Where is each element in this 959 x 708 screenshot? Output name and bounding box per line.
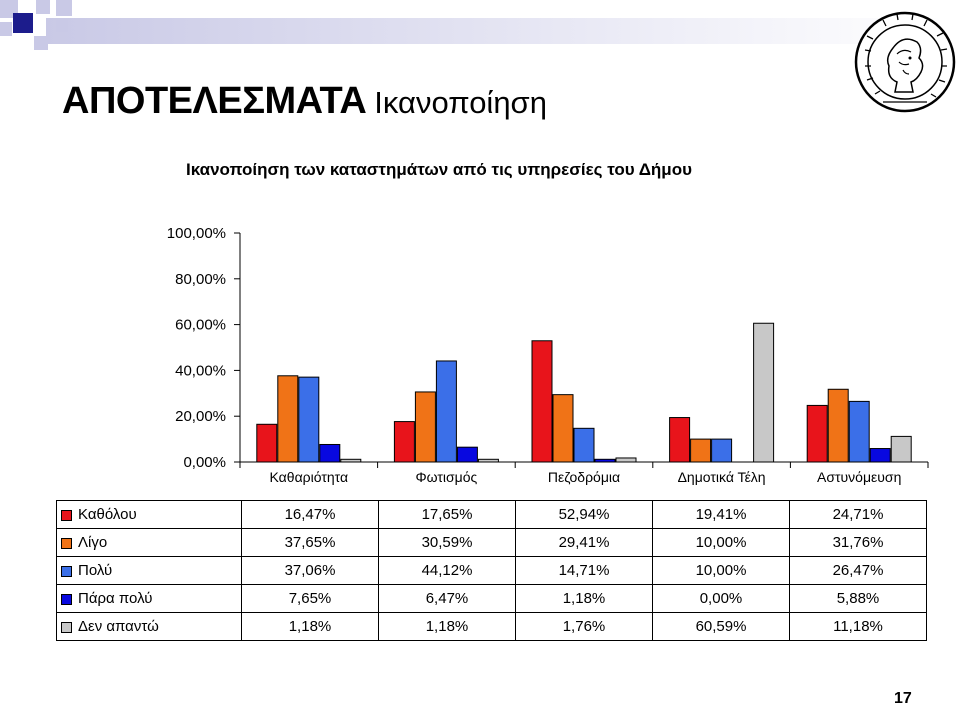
x-axis-categories: Καθαριότητα Φωτισμός Πεζοδρόμια Δημοτικά Τέ… [239, 462, 929, 485]
data-label: 1,18% [241, 612, 379, 641]
data-label: 7,65% [241, 584, 379, 613]
y-tick-label: 100,00% [167, 225, 226, 242]
bar [435, 360, 457, 463]
corner-decoration [0, 0, 946, 50]
bar [690, 438, 712, 463]
data-table-row: Λίγο 37,65% 30,59% 29,41% 10,00% 31,76% [56, 528, 927, 557]
data-label: 37,65% [241, 528, 379, 557]
data-label: 11,18% [789, 612, 927, 641]
data-label: 6,47% [378, 584, 516, 613]
data-label: 0,00% [652, 584, 790, 613]
data-label: 14,71% [515, 556, 653, 585]
bar [414, 391, 436, 463]
bar [869, 448, 891, 463]
legend-swatch [61, 565, 72, 577]
x-category-label: Αστυνόμευση [817, 469, 901, 485]
legend-swatch [61, 621, 72, 633]
data-label: 16,47% [241, 500, 379, 529]
data-label: 1,18% [378, 612, 516, 641]
bar [531, 340, 553, 463]
x-category-label: Πεζοδρόμια [548, 469, 620, 485]
slide-title-sub: Ικανοποίηση [374, 85, 547, 120]
data-label: 17,65% [378, 500, 516, 529]
data-label: 44,12% [378, 556, 516, 585]
data-table-row: Δεν απαντώ 1,18% 1,18% 1,76% 60,59% 11,18% [56, 612, 927, 641]
series-legend-cell: Λίγο [56, 528, 242, 557]
bar [890, 435, 912, 463]
series-legend-cell: Δεν απαντώ [56, 612, 242, 641]
legend-swatch [61, 593, 72, 605]
association-seal-logo [854, 11, 956, 113]
series-name: Πολύ [78, 562, 113, 579]
data-label: 30,59% [378, 528, 516, 557]
series-name: Πάρα πολύ [78, 590, 153, 607]
y-tick-label: 0,00% [183, 454, 226, 471]
x-category-label: Καθαριότητα [270, 469, 349, 485]
bar [319, 443, 341, 463]
data-label: 10,00% [652, 528, 790, 557]
bars-group [256, 322, 912, 463]
slide-title: ΑΠΟΤΕΛΕΣΜΑΤΑ Ικανοποίηση [62, 80, 547, 123]
bar [669, 417, 691, 463]
data-label: 10,00% [652, 556, 790, 585]
y-tick-label: 80,00% [175, 271, 226, 288]
slide-title-main: ΑΠΟΤΕΛΕΣΜΑΤΑ [62, 80, 367, 122]
series-name: Δεν απαντώ [78, 618, 159, 635]
y-tick-label: 60,00% [175, 317, 226, 334]
bar [711, 438, 733, 463]
chart-title: Ικανοποίηση των καταστημάτων από τις υπη… [186, 160, 692, 179]
data-label: 29,41% [515, 528, 653, 557]
series-name: Λίγο [78, 534, 108, 551]
y-tick-label: 20,00% [175, 408, 226, 425]
bar [277, 375, 299, 463]
series-legend-cell: Πάρα πολύ [56, 584, 242, 613]
bar [594, 458, 616, 463]
bar-chart: 0,00% 20,00% 40,00% 60,00% 80,00% 100,00% Καθ… [167, 225, 929, 485]
page-number: 17 [894, 690, 912, 707]
data-label: 37,06% [241, 556, 379, 585]
x-category-label: Φωτισμός [416, 469, 478, 485]
bar [827, 388, 849, 463]
bar [256, 423, 278, 463]
data-label: 1,76% [515, 612, 653, 641]
bar [552, 394, 574, 463]
data-table-row: Καθόλου 16,47% 17,65% 52,94% 19,41% 24,71% [56, 500, 927, 529]
bar [340, 458, 362, 463]
data-table-row: Πολύ 37,06% 44,12% 14,71% 10,00% 26,47% [56, 556, 927, 585]
series-legend-cell: Καθόλου [56, 500, 242, 529]
y-tick-label: 40,00% [175, 362, 226, 379]
bar [753, 322, 775, 463]
bar [848, 400, 870, 463]
data-label: 1,18% [515, 584, 653, 613]
data-table: Καθόλου 16,47% 17,65% 52,94% 19,41% 24,71% Λίγ… [56, 500, 927, 641]
legend-swatch [61, 509, 72, 521]
bar [806, 404, 828, 463]
series-legend-cell: Πολύ [56, 556, 242, 585]
bar [456, 446, 478, 463]
bar [298, 376, 320, 463]
data-label: 5,88% [789, 584, 927, 613]
data-table-row: Πάρα πολύ 7,65% 6,47% 1,18% 0,00% 5,88% [56, 584, 927, 613]
data-label: 60,59% [652, 612, 790, 641]
bar [615, 457, 637, 463]
bar [477, 458, 499, 463]
legend-swatch [61, 537, 72, 549]
x-category-label: Δημοτικά Τέλη [678, 469, 766, 485]
data-label: 26,47% [789, 556, 927, 585]
data-label: 19,41% [652, 500, 790, 529]
data-label: 24,71% [789, 500, 927, 529]
bar [393, 421, 415, 463]
data-label: 52,94% [515, 500, 653, 529]
series-name: Καθόλου [78, 506, 137, 523]
bar [573, 427, 595, 463]
data-label: 31,76% [789, 528, 927, 557]
